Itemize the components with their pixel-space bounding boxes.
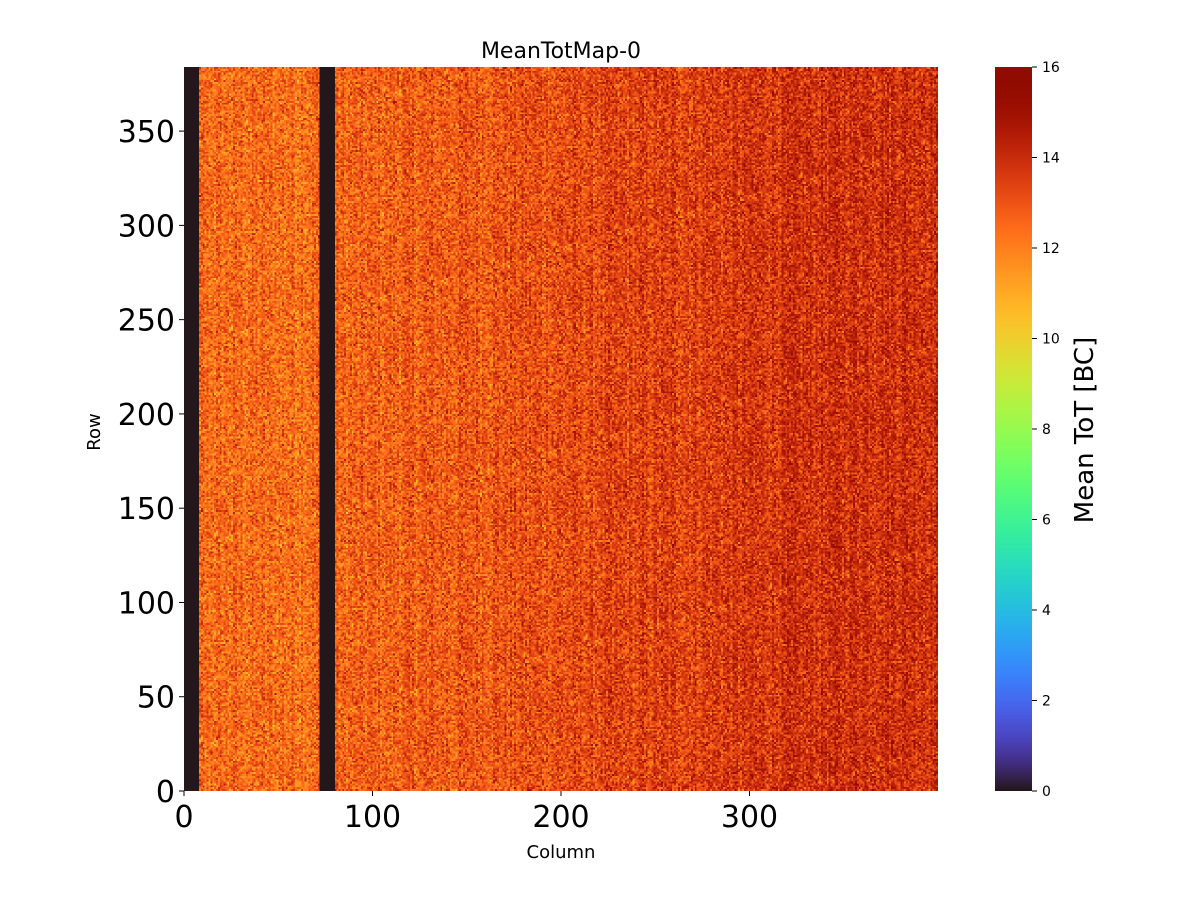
y-tick-label: 100 [118,586,175,621]
colorbar-tick-label: 6 [1042,513,1051,529]
colorbar-tick-label: 10 [1042,332,1060,348]
x-tick-label: 100 [344,800,401,835]
colorbar-tick-label: 8 [1042,422,1051,438]
x-tick-label: 200 [532,800,589,835]
y-tick-label: 250 [118,304,175,339]
chart-title: MeanTotMap-0 [481,39,641,64]
colorbar-tick-label: 0 [1042,784,1051,800]
colorbar-ticks: 0 2 4 6 8 10 12 14 16 [1032,60,1060,800]
y-tick-label: 300 [118,209,175,244]
y-tick-label: 50 [137,681,175,716]
colorbar-tick-label: 14 [1042,151,1060,167]
colorbar-tick-label: 16 [1042,60,1060,76]
y-tick-label: 350 [118,115,175,150]
y-tick-label: 200 [118,398,175,433]
colorbar-tick-label: 2 [1042,694,1051,710]
heatmap-image [184,67,938,791]
y-tick-label: 0 [156,775,175,810]
colorbar-gradient [995,67,1032,791]
x-axis-ticks: 0 100 200 300 [174,791,778,835]
x-tick-label: 300 [721,800,778,835]
x-axis-label: Column [527,842,596,863]
x-tick-label: 0 [174,800,193,835]
y-axis-label: Row [84,413,105,450]
y-tick-label: 150 [118,492,175,527]
y-axis-ticks: 0 50 100 150 200 250 300 350 [118,115,184,810]
colorbar-tick-label: 12 [1042,241,1060,257]
colorbar-label: Mean ToT [BC] [1070,337,1100,523]
colorbar-tick-label: 4 [1042,603,1051,619]
